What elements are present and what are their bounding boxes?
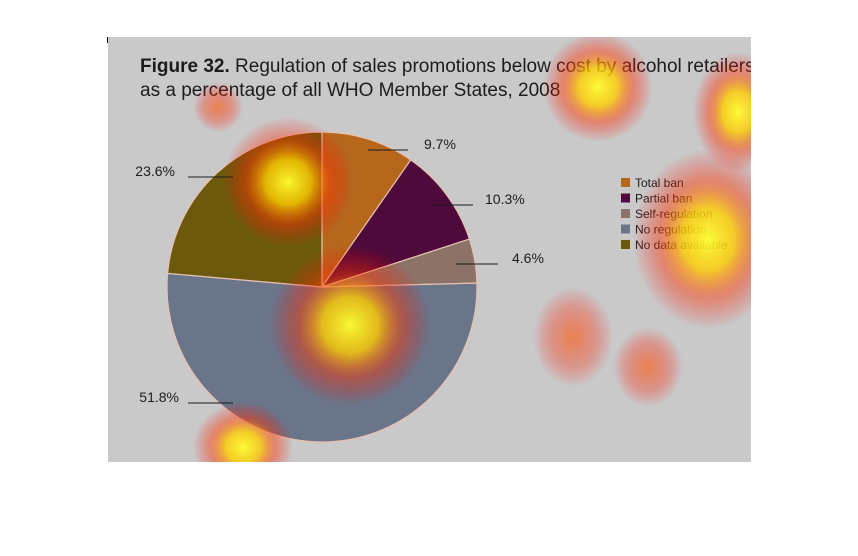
data-label: 4.6% — [512, 250, 544, 266]
corner-mark — [107, 37, 108, 43]
heat-spot — [270, 245, 430, 405]
legend-swatch — [621, 193, 630, 203]
figure-label: Figure 32. — [140, 56, 230, 77]
heat-spot — [613, 327, 683, 407]
heat-spot — [193, 402, 293, 462]
title-line-2: as a percentage of all WHO Member States… — [140, 80, 561, 101]
data-label: 51.8% — [139, 389, 179, 405]
heat-spot — [223, 117, 353, 247]
heat-spot — [633, 149, 751, 329]
legend-swatch — [621, 178, 630, 187]
legend-swatch — [621, 209, 630, 218]
heat-spot — [543, 37, 653, 142]
heat-spot — [193, 82, 243, 132]
heatmap-overlay — [193, 37, 751, 462]
data-label: 23.6% — [135, 163, 175, 179]
heat-spot — [533, 287, 613, 387]
heat-spot — [693, 52, 751, 172]
legend-swatch — [621, 240, 630, 249]
data-label: 10.3% — [485, 191, 525, 207]
data-label: 9.7% — [424, 136, 456, 152]
legend-swatch — [621, 224, 630, 234]
chart-panel: Figure 32. Regulation of sales promotion… — [108, 37, 751, 462]
